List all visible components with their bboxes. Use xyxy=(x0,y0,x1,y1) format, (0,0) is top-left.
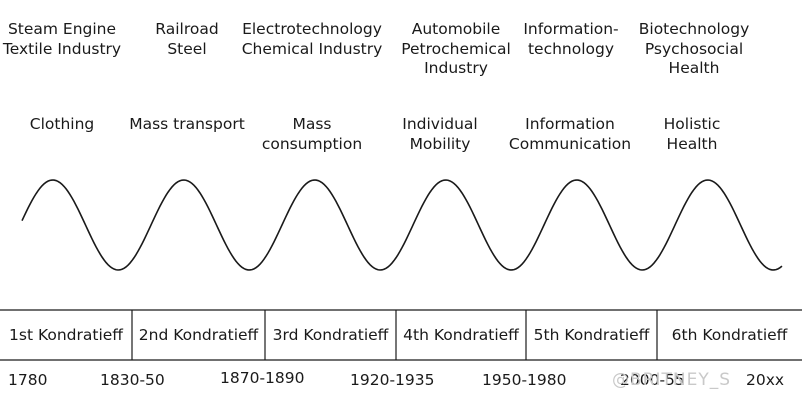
period-label-3: 1870-1890 xyxy=(220,369,305,387)
period-label-5: 1950-1980 xyxy=(482,371,567,389)
need-label-5: Information Communication xyxy=(508,115,632,153)
need-label-3: Mass consumption xyxy=(261,115,363,153)
industry-label-6: Biotechnology Psychosocial Health xyxy=(638,20,750,77)
watermark-text: @BRITNEY_S xyxy=(612,370,732,390)
industry-label-5: Information- technology xyxy=(523,20,619,58)
cycle-cell-5: 5th Kondratieff xyxy=(533,326,650,344)
industry-label-4: Automobile Petrochemical Industry xyxy=(401,20,511,77)
period-label-1: 1780 xyxy=(8,371,48,389)
need-label-4: Individual Mobility xyxy=(402,115,478,153)
industry-label-3: Electrotechnology Chemical Industry xyxy=(241,20,383,58)
need-label-1: Clothing xyxy=(29,115,95,133)
period-label-6: 2000-55 xyxy=(620,371,685,389)
need-label-6: Holistic Health xyxy=(663,115,721,153)
industry-label-1: Steam Engine Textile Industry xyxy=(2,20,122,58)
period-label-2: 1830-50 xyxy=(100,371,165,389)
cycle-cell-4: 4th Kondratieff xyxy=(403,326,519,344)
industry-label-2: Railroad Steel xyxy=(155,20,219,58)
cycle-cell-3: 3rd Kondratieff xyxy=(272,326,389,344)
cycle-cell-6: 6th Kondratieff xyxy=(671,326,788,344)
cycle-cell-2: 2nd Kondratieff xyxy=(138,326,259,344)
period-label-4: 1920-1935 xyxy=(350,371,435,389)
need-label-2: Mass transport xyxy=(129,115,245,133)
cycle-cell-1: 1st Kondratieff xyxy=(9,326,123,344)
wave-curve xyxy=(21,179,783,271)
period-label-7: 20xx xyxy=(746,371,785,389)
